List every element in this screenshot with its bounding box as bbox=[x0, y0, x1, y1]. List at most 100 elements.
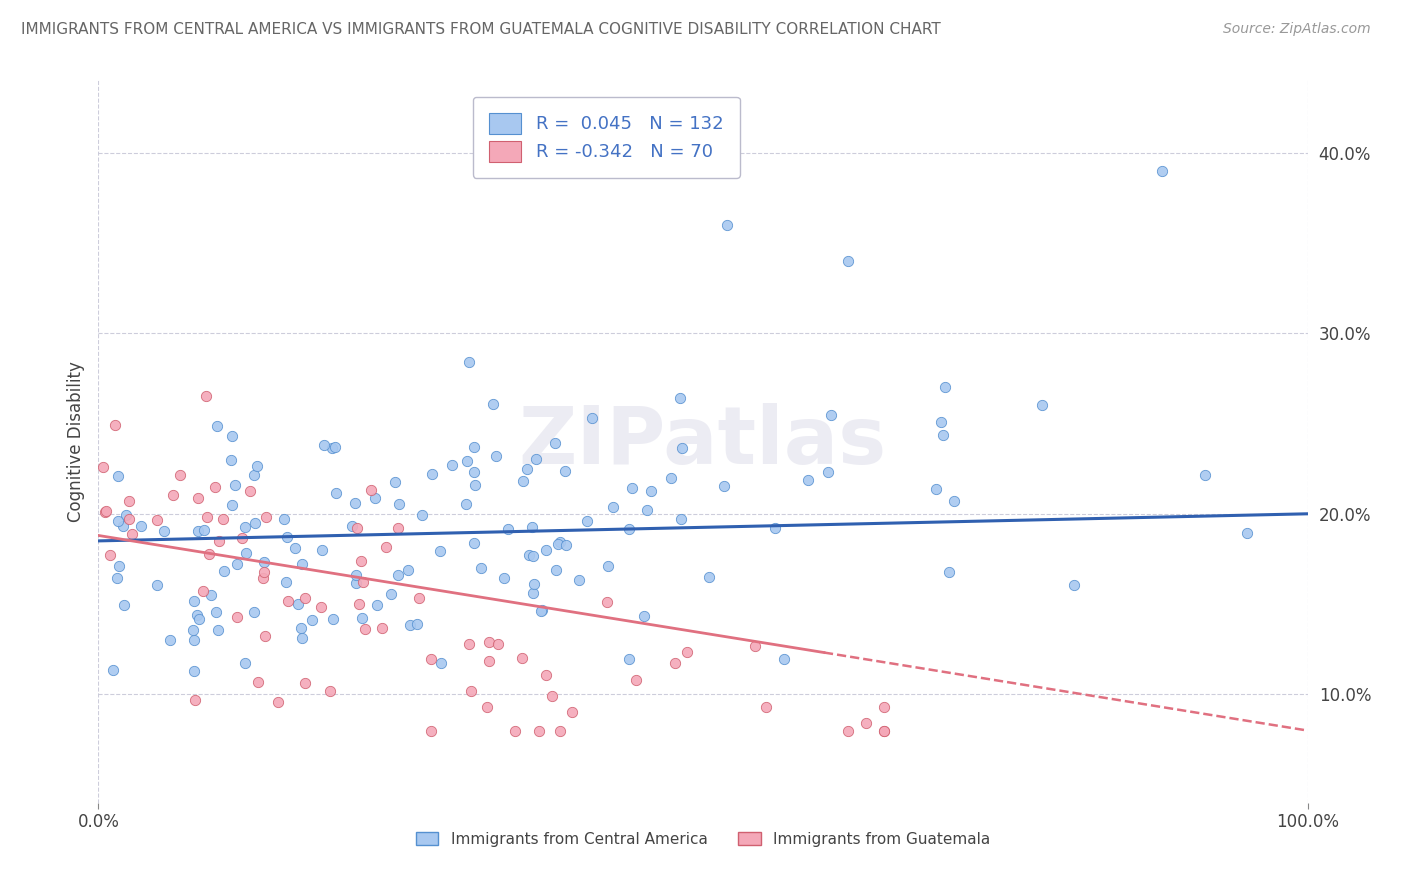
Point bbox=[291, 631, 314, 645]
Point bbox=[837, 723, 859, 738]
Point bbox=[107, 571, 129, 585]
Point bbox=[239, 484, 262, 499]
Point bbox=[145, 578, 167, 592]
Point bbox=[496, 522, 519, 536]
Point bbox=[873, 700, 896, 714]
Point bbox=[524, 452, 547, 467]
Point bbox=[352, 574, 374, 589]
Point bbox=[321, 441, 343, 455]
Point bbox=[387, 568, 409, 582]
Point bbox=[463, 440, 485, 454]
Point bbox=[624, 673, 647, 688]
Point bbox=[617, 522, 640, 536]
Point bbox=[183, 664, 205, 678]
Point bbox=[817, 466, 839, 480]
Point bbox=[384, 475, 406, 489]
Point bbox=[561, 705, 583, 719]
Point bbox=[340, 518, 363, 533]
Point bbox=[527, 723, 550, 738]
Point bbox=[112, 598, 135, 612]
Point bbox=[388, 497, 411, 511]
Point bbox=[107, 514, 129, 528]
Point bbox=[191, 583, 214, 598]
Point bbox=[204, 480, 226, 494]
Point bbox=[522, 549, 544, 563]
Text: IMMIGRANTS FROM CENTRAL AMERICA VS IMMIGRANTS FROM GUATEMALA COGNITIVE DISABILIT: IMMIGRANTS FROM CENTRAL AMERICA VS IMMIG… bbox=[21, 22, 941, 37]
Point bbox=[485, 449, 508, 463]
Point bbox=[111, 518, 134, 533]
Point bbox=[456, 454, 478, 468]
Point bbox=[254, 509, 277, 524]
Point bbox=[406, 617, 429, 632]
Point bbox=[183, 593, 205, 607]
Point bbox=[349, 598, 371, 612]
Point bbox=[364, 491, 387, 505]
Point bbox=[481, 397, 503, 411]
Point bbox=[96, 503, 118, 517]
Point bbox=[294, 676, 316, 690]
Point bbox=[575, 514, 598, 528]
Point bbox=[93, 505, 115, 519]
Point bbox=[188, 612, 211, 626]
Point bbox=[411, 508, 433, 522]
Point bbox=[91, 459, 114, 474]
Point bbox=[464, 477, 486, 491]
Point bbox=[478, 635, 501, 649]
Point bbox=[366, 598, 388, 612]
Point bbox=[290, 621, 312, 635]
Point bbox=[463, 535, 485, 549]
Point bbox=[267, 695, 290, 709]
Point bbox=[186, 608, 208, 623]
Point bbox=[486, 637, 509, 651]
Point bbox=[773, 652, 796, 666]
Point bbox=[198, 547, 221, 561]
Point bbox=[233, 656, 256, 670]
Point bbox=[233, 520, 256, 534]
Point bbox=[212, 511, 235, 525]
Point bbox=[118, 512, 141, 526]
Point bbox=[659, 471, 682, 485]
Point bbox=[640, 483, 662, 498]
Point bbox=[440, 458, 463, 472]
Point bbox=[253, 555, 276, 569]
Point bbox=[208, 533, 231, 548]
Point bbox=[669, 391, 692, 405]
Point bbox=[1194, 467, 1216, 482]
Point bbox=[529, 604, 551, 618]
Point bbox=[235, 546, 257, 560]
Point bbox=[929, 415, 952, 429]
Point bbox=[664, 656, 686, 670]
Point bbox=[855, 715, 877, 730]
Point bbox=[931, 428, 953, 442]
Point bbox=[544, 436, 567, 450]
Point bbox=[671, 442, 693, 456]
Legend: Immigrants from Central America, Immigrants from Guatemala: Immigrants from Central America, Immigra… bbox=[409, 826, 997, 853]
Point bbox=[323, 440, 346, 454]
Point bbox=[534, 542, 557, 557]
Point bbox=[494, 571, 516, 585]
Point bbox=[512, 474, 534, 488]
Point bbox=[370, 621, 392, 635]
Point bbox=[554, 464, 576, 478]
Point bbox=[602, 500, 624, 515]
Point bbox=[346, 521, 368, 535]
Point bbox=[344, 567, 367, 582]
Point bbox=[129, 518, 152, 533]
Point bbox=[387, 521, 409, 535]
Point bbox=[873, 723, 896, 738]
Point bbox=[360, 483, 382, 498]
Point bbox=[253, 629, 276, 643]
Point bbox=[121, 526, 143, 541]
Point bbox=[536, 668, 558, 682]
Point bbox=[744, 639, 766, 653]
Point bbox=[633, 609, 655, 624]
Point bbox=[243, 468, 266, 483]
Point bbox=[620, 481, 643, 495]
Point bbox=[596, 558, 619, 573]
Point bbox=[221, 429, 243, 443]
Point bbox=[429, 544, 451, 558]
Point bbox=[454, 497, 477, 511]
Point bbox=[184, 693, 207, 707]
Point bbox=[938, 565, 960, 579]
Point bbox=[419, 723, 441, 738]
